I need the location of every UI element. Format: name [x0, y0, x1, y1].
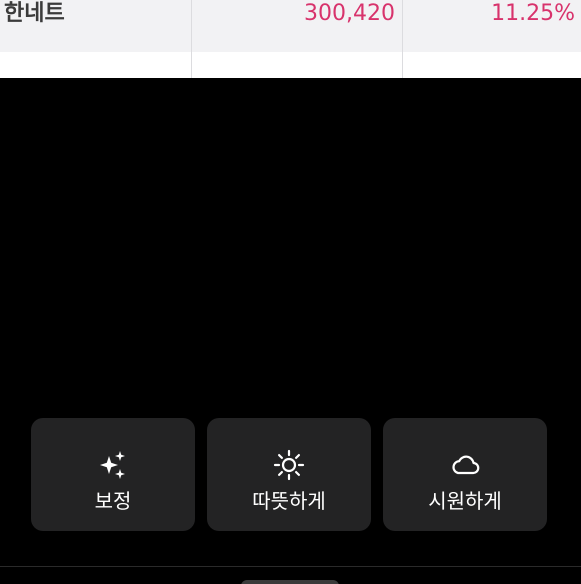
- sparkle-icon: [100, 451, 125, 479]
- table-row: 한네트 300,420 11.25%: [0, 0, 581, 52]
- bottom-handle[interactable]: [241, 580, 339, 584]
- filter-label: 시원하게: [428, 489, 502, 513]
- table-cell-rate: 11.25%: [403, 0, 578, 52]
- enhance-filter-button[interactable]: 보정: [31, 418, 195, 531]
- table-cell-empty: [192, 52, 403, 78]
- table-cell-value: 300,420: [192, 0, 403, 52]
- cloud-icon: [452, 455, 480, 475]
- stock-value: 300,420: [304, 1, 395, 26]
- filter-label: 따뜻하게: [252, 489, 326, 513]
- stock-rate: 11.25%: [491, 1, 575, 26]
- table-cell-empty: [0, 52, 192, 78]
- table-cell-name: 한네트: [0, 0, 192, 52]
- filter-label: 보정: [94, 489, 132, 513]
- filter-bar: 보정 따뜻하게 시원하게: [31, 418, 547, 531]
- photo-preview[interactable]: 한네트 300,420 11.25%: [0, 0, 581, 78]
- stock-name: 한네트: [4, 1, 65, 26]
- table-cell-empty: [403, 52, 578, 78]
- bottom-divider: [0, 566, 581, 567]
- cool-filter-button[interactable]: 시원하게: [383, 418, 547, 531]
- warm-filter-button[interactable]: 따뜻하게: [207, 418, 371, 531]
- table-row-empty: [0, 52, 581, 78]
- sun-icon: [273, 449, 305, 481]
